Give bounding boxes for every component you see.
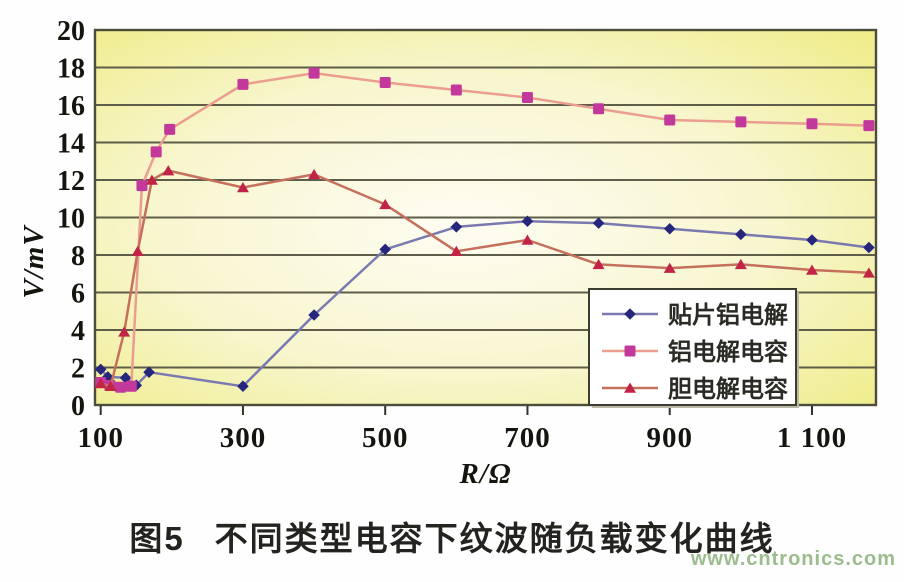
data-point-marker-1: [593, 103, 605, 115]
x-tick-label: 100: [77, 422, 124, 454]
data-point-marker-0: [379, 243, 392, 256]
legend-marker-0: [624, 308, 636, 320]
data-point-marker-0: [143, 366, 155, 378]
y-tick-label: 14: [57, 129, 85, 160]
x-tick-label: 700: [504, 422, 551, 454]
plot-border: [93, 28, 878, 407]
legend-label-0: 贴片铝电解: [668, 301, 788, 329]
data-point-marker-2: [379, 198, 392, 210]
data-point-marker-1: [136, 180, 148, 192]
data-point-marker-0: [237, 380, 249, 393]
data-point-marker-0: [521, 215, 534, 228]
data-point-marker-1: [150, 146, 162, 158]
data-point-marker-1: [450, 84, 462, 96]
data-point-marker-1: [863, 120, 875, 132]
data-point-marker-2: [862, 267, 875, 278]
data-point-marker-2: [734, 258, 747, 270]
data-point-marker-1: [115, 381, 127, 393]
legend-box: [588, 288, 797, 406]
data-point-marker-2: [131, 245, 144, 257]
data-point-marker-2: [118, 326, 131, 337]
data-point-marker-0: [663, 222, 676, 235]
figure-caption-label: 图5: [129, 520, 185, 557]
data-point-marker-2: [162, 165, 175, 176]
legend-label-2: 胆电解电容: [668, 375, 788, 403]
y-tick-label: 18: [57, 54, 85, 85]
data-point-marker-2: [805, 264, 818, 275]
data-point-marker-2: [308, 168, 321, 180]
data-point-marker-1: [521, 92, 533, 103]
y-tick-label: 8: [71, 241, 85, 272]
data-point-marker-2: [236, 182, 249, 193]
x-tick-label: 500: [362, 422, 409, 454]
data-point-marker-2: [450, 245, 463, 257]
legend-marker-1: [624, 345, 636, 357]
legend-marker-2: [624, 382, 636, 393]
data-point-marker-0: [735, 228, 747, 241]
y-tick-label: 12: [57, 166, 85, 197]
figure-caption-text: 不同类型电容下纹波随负载变化曲线: [214, 520, 775, 557]
data-point-marker-0: [308, 309, 320, 321]
data-point-marker-0: [806, 234, 818, 246]
data-point-marker-0: [592, 217, 605, 229]
watermark: www.cntronics.com: [690, 548, 896, 570]
y-axis-title: V/mV: [18, 225, 50, 299]
x-tick-label: 1 100: [777, 422, 847, 454]
data-point-marker-0: [450, 221, 463, 233]
data-point-marker-0: [863, 241, 875, 254]
x-tick-label: 300: [220, 422, 267, 454]
legend-label-1: 铝电解电容: [668, 338, 788, 366]
x-axis-title: R/Ω: [459, 458, 512, 490]
data-point-marker-2: [663, 262, 676, 273]
ripple-load-chart: 100 300 500 700 900 1 100 0 2 4 6 8 10 12 14 16 18 20 贴片铝…: [57, 16, 878, 454]
data-point-marker-2: [145, 174, 158, 185]
data-point-marker-1: [806, 118, 818, 130]
y-tick-label: 20: [57, 16, 85, 47]
data-point-marker-2: [94, 377, 107, 389]
data-point-marker-1: [308, 67, 320, 79]
y-tick-label: 16: [57, 91, 85, 122]
y-tick-label: 6: [71, 279, 85, 310]
data-point-marker-0: [94, 363, 107, 376]
data-point-marker-1: [237, 78, 249, 90]
data-point-marker-2: [521, 234, 534, 245]
x-tick-label: 900: [646, 422, 693, 454]
data-point-marker-1: [379, 77, 391, 88]
data-point-marker-1: [735, 116, 747, 128]
y-tick-label: 2: [71, 354, 85, 385]
data-point-marker-2: [592, 258, 605, 270]
data-point-marker-1: [125, 380, 137, 392]
data-point-marker-2: [104, 380, 117, 392]
figure-caption: 图5 不同类型电容下纹波随负载变化曲线: [0, 512, 904, 560]
data-point-marker-0: [119, 372, 132, 384]
series-line-2: [100, 169, 869, 388]
data-point-marker-1: [664, 114, 676, 126]
y-tick-label: 4: [71, 316, 85, 347]
y-tick-label: 0: [71, 391, 85, 422]
data-point-marker-1: [164, 123, 176, 135]
y-tick-label: 10: [57, 204, 85, 235]
